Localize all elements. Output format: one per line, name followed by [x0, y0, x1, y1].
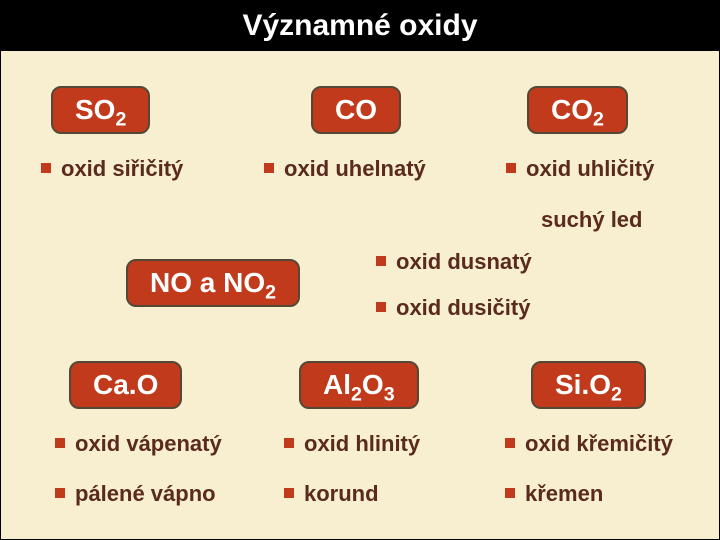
badge-al2o3: Al2O3	[299, 361, 419, 409]
label-so2: oxid siřičitý	[41, 156, 183, 182]
label-kremicity: oxid křemičitý	[505, 431, 673, 457]
label-vapenaty: oxid vápenatý	[55, 431, 222, 457]
label-dusnaty: oxid dusnatý	[376, 249, 532, 275]
badge-so2: SO2	[51, 86, 150, 134]
badge-co: CO	[311, 86, 401, 134]
badge-co2: CO2	[527, 86, 628, 134]
label-palene-vapno: pálené vápno	[55, 481, 216, 507]
slide-title: Významné oxidy	[1, 1, 719, 51]
label-dusicity: oxid dusičitý	[376, 295, 530, 321]
label-suchy-led: suchý led	[541, 207, 642, 233]
badge-cao: Ca.O	[69, 361, 182, 409]
badge-no-no2: NO a NO2	[126, 259, 300, 307]
label-co: oxid uhelnatý	[264, 156, 426, 182]
badge-sio2: Si.O2	[531, 361, 646, 409]
label-hlinity: oxid hlinitý	[284, 431, 420, 457]
label-korund: korund	[284, 481, 379, 507]
label-kremen: křemen	[505, 481, 603, 507]
label-co2: oxid uhličitý	[506, 156, 654, 182]
